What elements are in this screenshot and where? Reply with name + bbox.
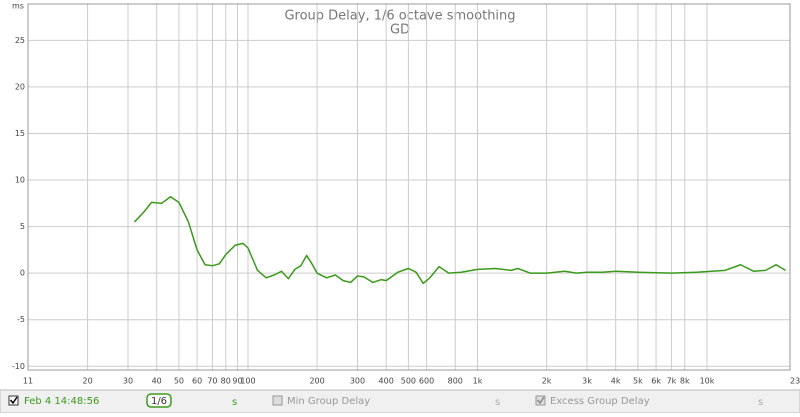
x-tick-label: 200	[309, 377, 324, 386]
chart-title: Group Delay, 1/6 octave smoothing	[284, 9, 515, 24]
smoothing-label: 1/6	[151, 396, 167, 407]
x-tick-label: 80	[221, 377, 231, 386]
legend-entry[interactable]: Feb 4 14:48:56	[24, 396, 99, 407]
checkbox[interactable]	[535, 395, 546, 406]
chart-subtitle: GD	[390, 23, 410, 38]
y-tick-label: -10	[12, 362, 25, 371]
x-tick-label: 100	[240, 377, 255, 386]
data-line	[133, 196, 786, 285]
y-tick-label: 0	[20, 269, 25, 278]
x-tick-label: 7k	[667, 377, 677, 386]
trace-name[interactable]: Excess Group Delay	[550, 396, 650, 407]
x-tick-label: 90	[232, 377, 242, 386]
unit-label: s	[495, 397, 500, 408]
x-tick-label: 400	[379, 377, 394, 386]
x-tick-label: 30	[123, 377, 133, 386]
trace-name[interactable]: Min Group Delay	[287, 396, 370, 407]
y-tick-label: -5	[17, 315, 25, 324]
x-tick-label: 4k	[611, 377, 621, 386]
plot-frame	[27, 3, 791, 371]
y-axis-label: ms	[12, 2, 24, 11]
x-tick-label: 800	[448, 377, 463, 386]
x-tick-label: 23.0k Hz	[790, 377, 800, 386]
x-tick-label: 600	[419, 377, 434, 386]
y-tick-label: 15	[15, 129, 25, 138]
x-tick-label: 50	[174, 377, 184, 386]
checkbox[interactable]	[8, 395, 19, 406]
y-tick-label: 25	[15, 36, 25, 45]
x-tick-label: 11	[23, 377, 33, 386]
x-tick-label: 8k	[680, 377, 690, 386]
x-tick-label: 70	[207, 377, 217, 386]
x-tick-label: 60	[192, 377, 202, 386]
x-tick-label: 300	[350, 377, 365, 386]
y-tick-label: 20	[15, 82, 25, 91]
x-tick-label: 10k	[700, 377, 715, 386]
smoothing-badge[interactable]	[146, 393, 172, 408]
x-tick-label: 3k	[582, 377, 592, 386]
y-tick-label: 10	[15, 176, 25, 185]
checkbox[interactable]	[272, 395, 283, 406]
x-tick-label: 5k	[633, 377, 643, 386]
x-tick-label: 40	[152, 377, 162, 386]
unit-label: s	[758, 397, 763, 408]
check-mark	[536, 396, 545, 405]
unit-label: s	[232, 397, 237, 408]
x-tick-label: 20	[82, 377, 92, 386]
x-tick-label: 2k	[542, 377, 552, 386]
x-tick-label: 1k	[473, 377, 483, 386]
x-tick-label: 6k	[651, 377, 661, 386]
legend-background	[0, 389, 800, 414]
check-mark	[9, 396, 18, 405]
legend-bar: Feb 4 14:48:56 1/6 s Min Group Delay s E…	[0, 389, 800, 414]
y-tick-label: 5	[20, 222, 25, 231]
x-tick-label: 500	[401, 377, 416, 386]
